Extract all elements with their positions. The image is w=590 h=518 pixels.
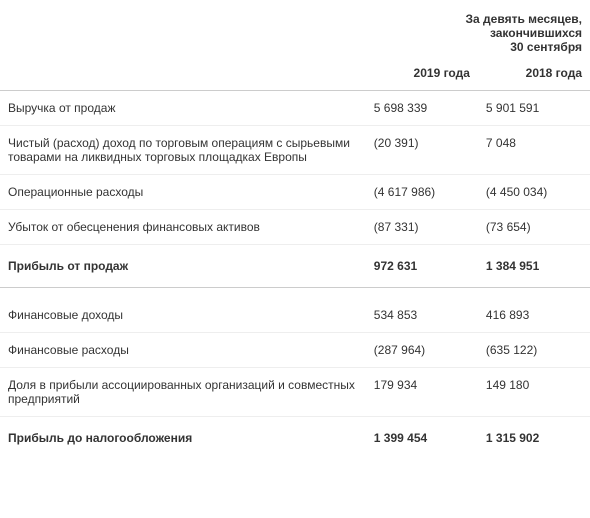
year-header-row: 2019 года 2018 года	[0, 58, 590, 91]
row-label: Операционные расходы	[0, 175, 366, 210]
row-value-2018: 5 901 591	[478, 91, 590, 126]
period-line3: 30 сентября	[374, 40, 582, 54]
row-label: Прибыль до налогообложения	[0, 416, 366, 459]
row-value-2019: (287 964)	[366, 332, 478, 367]
row-label: Выручка от продаж	[0, 91, 366, 126]
row-value-2018: 1 384 951	[478, 245, 590, 288]
year-col-1: 2019 года	[366, 58, 478, 91]
table-row: Операционные расходы(4 617 986)(4 450 03…	[0, 175, 590, 210]
row-value-2019: 1 399 454	[366, 416, 478, 459]
row-label: Чистый (расход) доход по торговым операц…	[0, 126, 366, 175]
row-value-2019: (4 617 986)	[366, 175, 478, 210]
row-value-2019: (20 391)	[366, 126, 478, 175]
financial-table: За девять месяцев, закончившихся 30 сент…	[0, 0, 590, 459]
table-body: Выручка от продаж5 698 3395 901 591Чисты…	[0, 91, 590, 459]
table-row: Выручка от продаж5 698 3395 901 591	[0, 91, 590, 126]
table-row: Финансовые расходы(287 964)(635 122)	[0, 332, 590, 367]
row-value-2018: (4 450 034)	[478, 175, 590, 210]
row-value-2018: (635 122)	[478, 332, 590, 367]
row-value-2018: 1 315 902	[478, 416, 590, 459]
row-value-2018: (73 654)	[478, 210, 590, 245]
row-value-2019: (87 331)	[366, 210, 478, 245]
row-label: Доля в прибыли ассоциированных организац…	[0, 367, 366, 416]
period-header-row: За девять месяцев, закончившихся 30 сент…	[0, 0, 590, 58]
period-line1: За девять месяцев,	[374, 12, 582, 26]
period-header: За девять месяцев, закончившихся 30 сент…	[366, 0, 590, 58]
table-row: Доля в прибыли ассоциированных организац…	[0, 367, 590, 416]
row-value-2018: 149 180	[478, 367, 590, 416]
table-row: Чистый (расход) доход по торговым операц…	[0, 126, 590, 175]
table-row: Убыток от обесценения финансовых активов…	[0, 210, 590, 245]
row-label: Убыток от обесценения финансовых активов	[0, 210, 366, 245]
row-value-2019: 534 853	[366, 298, 478, 333]
table-row: Прибыль до налогообложения1 399 4541 315…	[0, 416, 590, 459]
row-value-2019: 972 631	[366, 245, 478, 288]
row-label: Финансовые доходы	[0, 298, 366, 333]
row-value-2019: 179 934	[366, 367, 478, 416]
row-label: Прибыль от продаж	[0, 245, 366, 288]
row-value-2018: 7 048	[478, 126, 590, 175]
spacer-row	[0, 288, 590, 298]
year-col-2: 2018 года	[478, 58, 590, 91]
table-row: Финансовые доходы534 853416 893	[0, 298, 590, 333]
table-row: Прибыль от продаж972 6311 384 951	[0, 245, 590, 288]
row-label: Финансовые расходы	[0, 332, 366, 367]
period-line2: закончившихся	[374, 26, 582, 40]
row-value-2019: 5 698 339	[366, 91, 478, 126]
row-value-2018: 416 893	[478, 298, 590, 333]
